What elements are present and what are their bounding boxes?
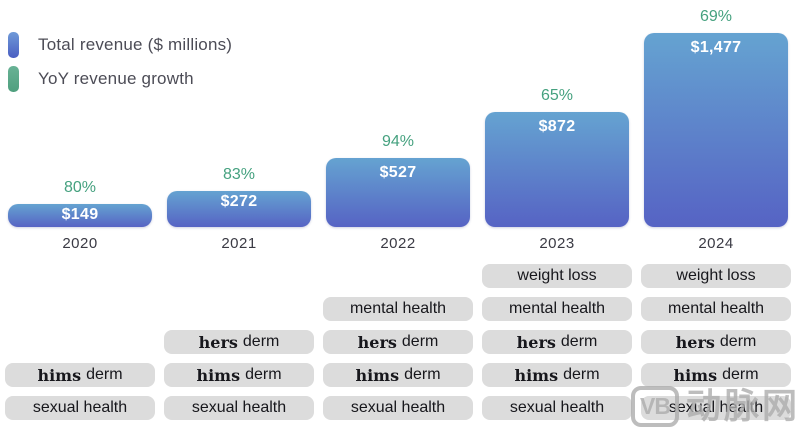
brand-wordmark: hers — [516, 332, 556, 352]
yoy-growth-label: 69% — [699, 8, 733, 25]
yoy-growth-label: 94% — [381, 133, 415, 150]
revenue-value-label: $527 — [379, 164, 417, 181]
revenue-bar: $272 — [167, 191, 311, 227]
offering-pill: weight loss — [482, 264, 632, 288]
offering-pill: hers derm — [323, 330, 473, 354]
offering-pill: hers derm — [641, 330, 791, 354]
offering-pill: hims derm — [641, 363, 791, 387]
offering-pill: hims derm — [482, 363, 632, 387]
revenue-value-label: $272 — [220, 193, 258, 210]
brand-wordmark: hers — [675, 332, 715, 352]
revenue-value-label: $872 — [538, 118, 576, 135]
year-column-2024: $1,477 69% 2024 weight loss mental health her… — [641, 0, 791, 428]
offering-pill: sexual health — [5, 396, 155, 420]
offerings-stack: weight loss mental health hers derm hims derm… — [482, 264, 632, 420]
offerings-stack: mental health hers derm hims derm sexual heal… — [323, 297, 473, 420]
offering-pill: hers derm — [164, 330, 314, 354]
brand-wordmark: hims — [196, 365, 241, 385]
year-column-2023: $872 65% 2023 weight loss mental health hers d… — [482, 0, 632, 428]
year-label: 2020 — [62, 235, 98, 252]
brand-wordmark: hims — [514, 365, 559, 385]
year-column-2020: $149 80% 2020 hims derm sexual health — [5, 0, 155, 428]
year-label: 2022 — [380, 235, 416, 252]
offerings-stack: weight loss mental health hers derm hims derm… — [641, 264, 791, 420]
revenue-bar: $872 — [485, 112, 629, 227]
offering-pill: weight loss — [641, 264, 791, 288]
yoy-growth-label: 80% — [63, 179, 97, 196]
year-column-2021: $272 83% 2021 hers derm hims derm sexual health — [164, 0, 314, 428]
year-label: 2024 — [698, 235, 734, 252]
offering-pill: mental health — [641, 297, 791, 321]
offering-pill: hers derm — [482, 330, 632, 354]
revenue-bar: $527 — [326, 158, 470, 227]
revenue-value-label: $1,477 — [690, 39, 742, 56]
brand-wordmark: hers — [357, 332, 397, 352]
yoy-growth-label: 83% — [222, 166, 256, 183]
offering-pill: sexual health — [641, 396, 791, 420]
offering-pill: hims derm — [323, 363, 473, 387]
offering-pill: sexual health — [323, 396, 473, 420]
offering-pill: mental health — [482, 297, 632, 321]
revenue-value-label: $149 — [61, 206, 99, 223]
legend-item-growth: YoY revenue growth — [8, 65, 232, 92]
year-column-2022: $527 94% 2022 mental health hers derm hims derm… — [323, 0, 473, 428]
offering-pill: sexual health — [482, 396, 632, 420]
offering-pill: mental health — [323, 297, 473, 321]
revenue-swatch-icon — [8, 31, 19, 58]
brand-wordmark: hims — [673, 365, 718, 385]
legend: Total revenue ($ millions) YoY revenue g… — [8, 31, 232, 92]
year-label: 2023 — [539, 235, 575, 252]
brand-wordmark: hims — [37, 365, 82, 385]
offering-pill: hims derm — [164, 363, 314, 387]
offering-pill: sexual health — [164, 396, 314, 420]
legend-label-growth: YoY revenue growth — [38, 68, 194, 88]
revenue-bar: $149 — [8, 204, 152, 227]
legend-label-revenue: Total revenue ($ millions) — [38, 34, 233, 54]
offerings-stack: hims derm sexual health — [5, 363, 155, 420]
brand-wordmark: hims — [355, 365, 400, 385]
yoy-growth-label: 65% — [540, 87, 574, 104]
growth-swatch-icon — [8, 65, 19, 92]
offering-pill: hims derm — [5, 363, 155, 387]
legend-item-revenue: Total revenue ($ millions) — [8, 31, 232, 58]
revenue-bar: $1,477 — [644, 33, 788, 227]
year-label: 2021 — [221, 235, 257, 252]
brand-wordmark: hers — [198, 332, 238, 352]
offerings-stack: hers derm hims derm sexual health — [164, 330, 314, 420]
